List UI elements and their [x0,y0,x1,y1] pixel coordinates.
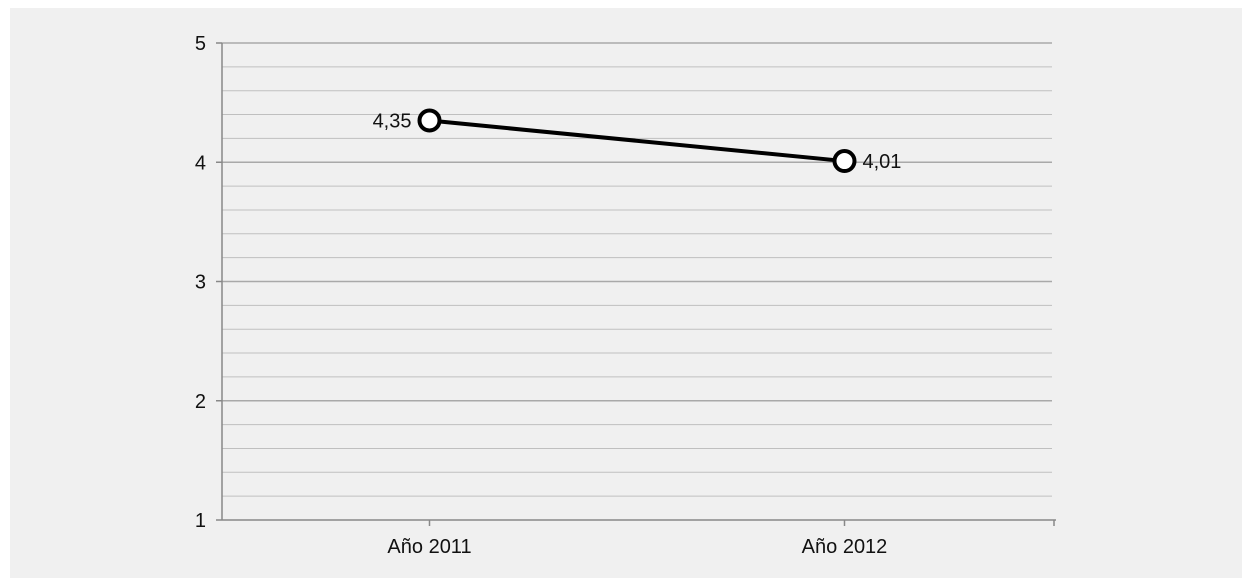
data-point-marker [417,108,442,133]
y-axis-ticks: 1 2 3 4 5 [195,33,222,532]
y-tick-label: 1 [195,510,206,532]
x-axis-ticks: Año 2011 Año 2012 [387,520,1055,558]
y-tick-label: 5 [195,33,206,55]
y-tick-label: 3 [195,272,206,294]
data-label: 4,01 [863,151,902,173]
y-tick-label: 2 [195,391,206,413]
data-point-marker [832,149,857,174]
y-tick-label: 4 [195,152,206,174]
x-tick-label: Año 2012 [802,536,888,558]
series-line [429,118,845,164]
x-tick-label: Año 2011 [387,536,471,558]
series-group: 4,35 4,01 [373,108,902,174]
chart-background [10,8,1242,578]
gridlines [222,42,1052,497]
data-label: 4,35 [373,111,412,133]
